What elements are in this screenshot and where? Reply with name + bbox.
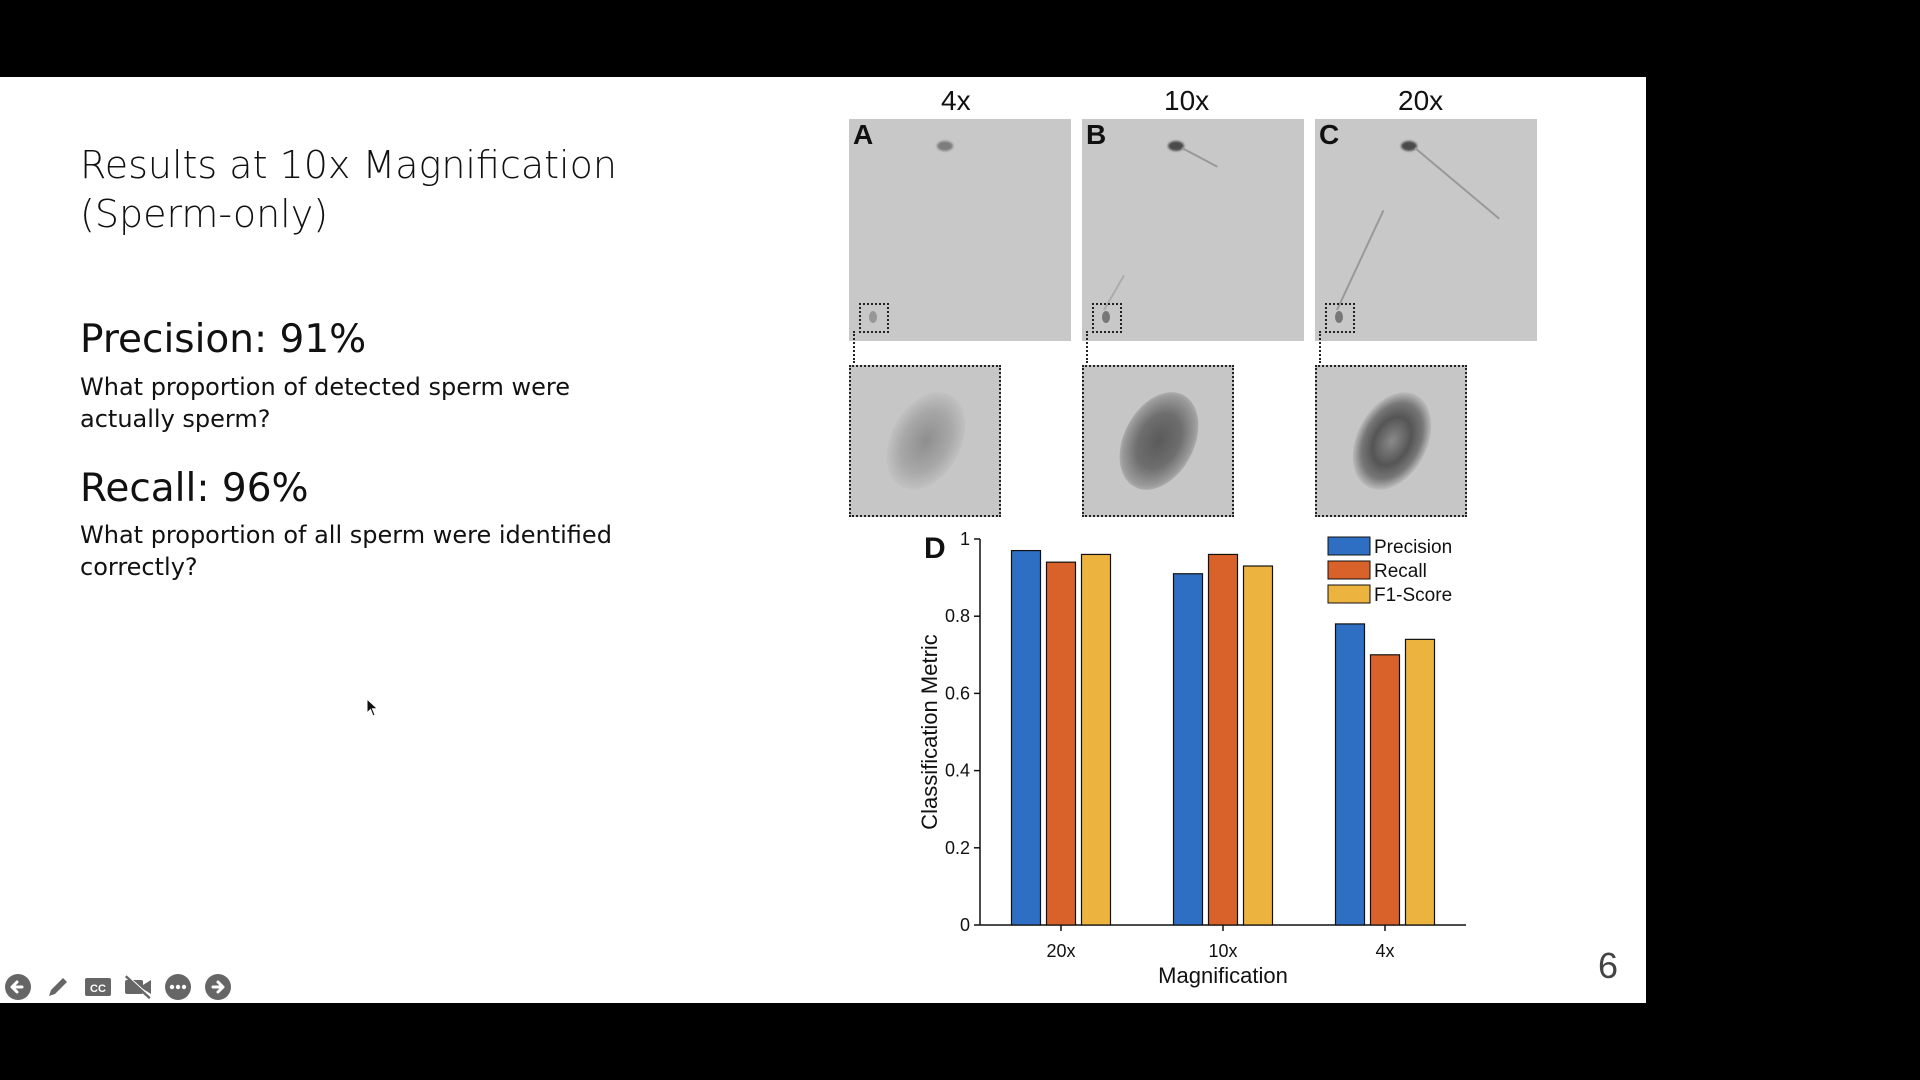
sperm-spot (1102, 311, 1110, 323)
panel-b-letter: B (1086, 119, 1107, 150)
more-options-button[interactable] (162, 971, 194, 1003)
zoom-connector (1086, 331, 1090, 363)
precision-heading: Precision: 91% (80, 317, 367, 362)
y-tick-label: 0.6 (945, 683, 970, 703)
zoom-b (1082, 365, 1234, 517)
bar (1334, 623, 1366, 926)
captions-button[interactable]: CC (82, 971, 114, 1003)
panel-a-letter: A (853, 119, 874, 150)
sperm-head (1401, 141, 1417, 151)
legend-label: Precision (1374, 537, 1452, 558)
video-button[interactable] (122, 971, 154, 1003)
page-number: 6 (1598, 945, 1619, 986)
zoom-connector (853, 331, 857, 363)
pen-tool-button[interactable] (42, 971, 74, 1003)
zoom-region-box (1325, 303, 1355, 333)
next-icon (205, 974, 231, 1000)
zoom-c (1315, 365, 1467, 517)
bar (1404, 638, 1436, 926)
y-tick-label: 0.2 (945, 838, 970, 858)
mouse-cursor-icon (366, 698, 379, 717)
legend-label: F1-Score (1374, 585, 1452, 606)
y-tick-label: 1 (960, 529, 970, 549)
y-tick-label: 0.4 (945, 761, 970, 781)
zoom-connector (1319, 331, 1323, 363)
zoom-region-box (1092, 303, 1122, 333)
bar (1080, 553, 1112, 926)
bar (1010, 549, 1042, 926)
sperm-spot (869, 311, 877, 323)
y-tick-label: 0 (960, 915, 970, 935)
zoom-region-box (859, 303, 889, 333)
panel-c-magnification: 20x (1398, 85, 1444, 116)
x-axis-title: Magnification (1158, 963, 1288, 988)
sperm-spot (1335, 311, 1343, 323)
legend-swatch (1327, 560, 1371, 580)
bar-chart: 0 0.2 0.4 0.6 0.8 1 20x 10x 4x Magnification Class… (917, 529, 1466, 988)
x-tick-label: 4x (1375, 941, 1394, 961)
panel-b-magnification: 10x (1164, 85, 1210, 116)
micrograph-c: C (1315, 119, 1537, 341)
sperm-head (1168, 141, 1184, 151)
slide-title: Results at 10x Magnification (Sperm-only… (80, 143, 617, 236)
bar (1242, 565, 1274, 926)
micrograph-b: B (1082, 119, 1304, 341)
recall-description: What proportion of all sperm were identi… (80, 521, 612, 581)
panel-a-magnification: 4x (941, 85, 971, 116)
bar (1369, 654, 1401, 926)
pen-icon (49, 978, 67, 996)
video-off-icon (124, 974, 152, 1000)
y-axis-title: Classification Metric (917, 634, 942, 830)
sperm-head (937, 141, 953, 151)
previous-slide-button[interactable] (2, 971, 34, 1003)
x-tick-label: 10x (1208, 941, 1237, 961)
zoom-a (849, 365, 1001, 517)
x-tick-label: 20x (1046, 941, 1075, 961)
legend-label: Recall (1374, 561, 1427, 582)
bar (1045, 561, 1077, 926)
recall-heading: Recall: 96% (80, 466, 309, 511)
bar (1207, 553, 1239, 926)
slide: Results at 10x Magnification (Sperm-only… (0, 77, 1646, 1003)
bar (1172, 573, 1204, 926)
next-slide-button[interactable] (202, 971, 234, 1003)
more-icon (165, 974, 191, 1000)
presenter-toolbar: CC (2, 971, 234, 1003)
panel-d-letter: D (924, 532, 946, 565)
panel-c-letter: C (1319, 119, 1340, 150)
legend-swatch (1327, 536, 1371, 556)
y-tick-label: 0.8 (945, 606, 970, 626)
micrograph-a: A (849, 119, 1071, 341)
precision-description: What proportion of detected sperm were a… (80, 373, 570, 433)
svg-text:CC: CC (90, 983, 106, 995)
legend-swatch (1327, 584, 1371, 604)
captions-icon: CC (85, 978, 111, 996)
previous-icon (5, 974, 31, 1000)
